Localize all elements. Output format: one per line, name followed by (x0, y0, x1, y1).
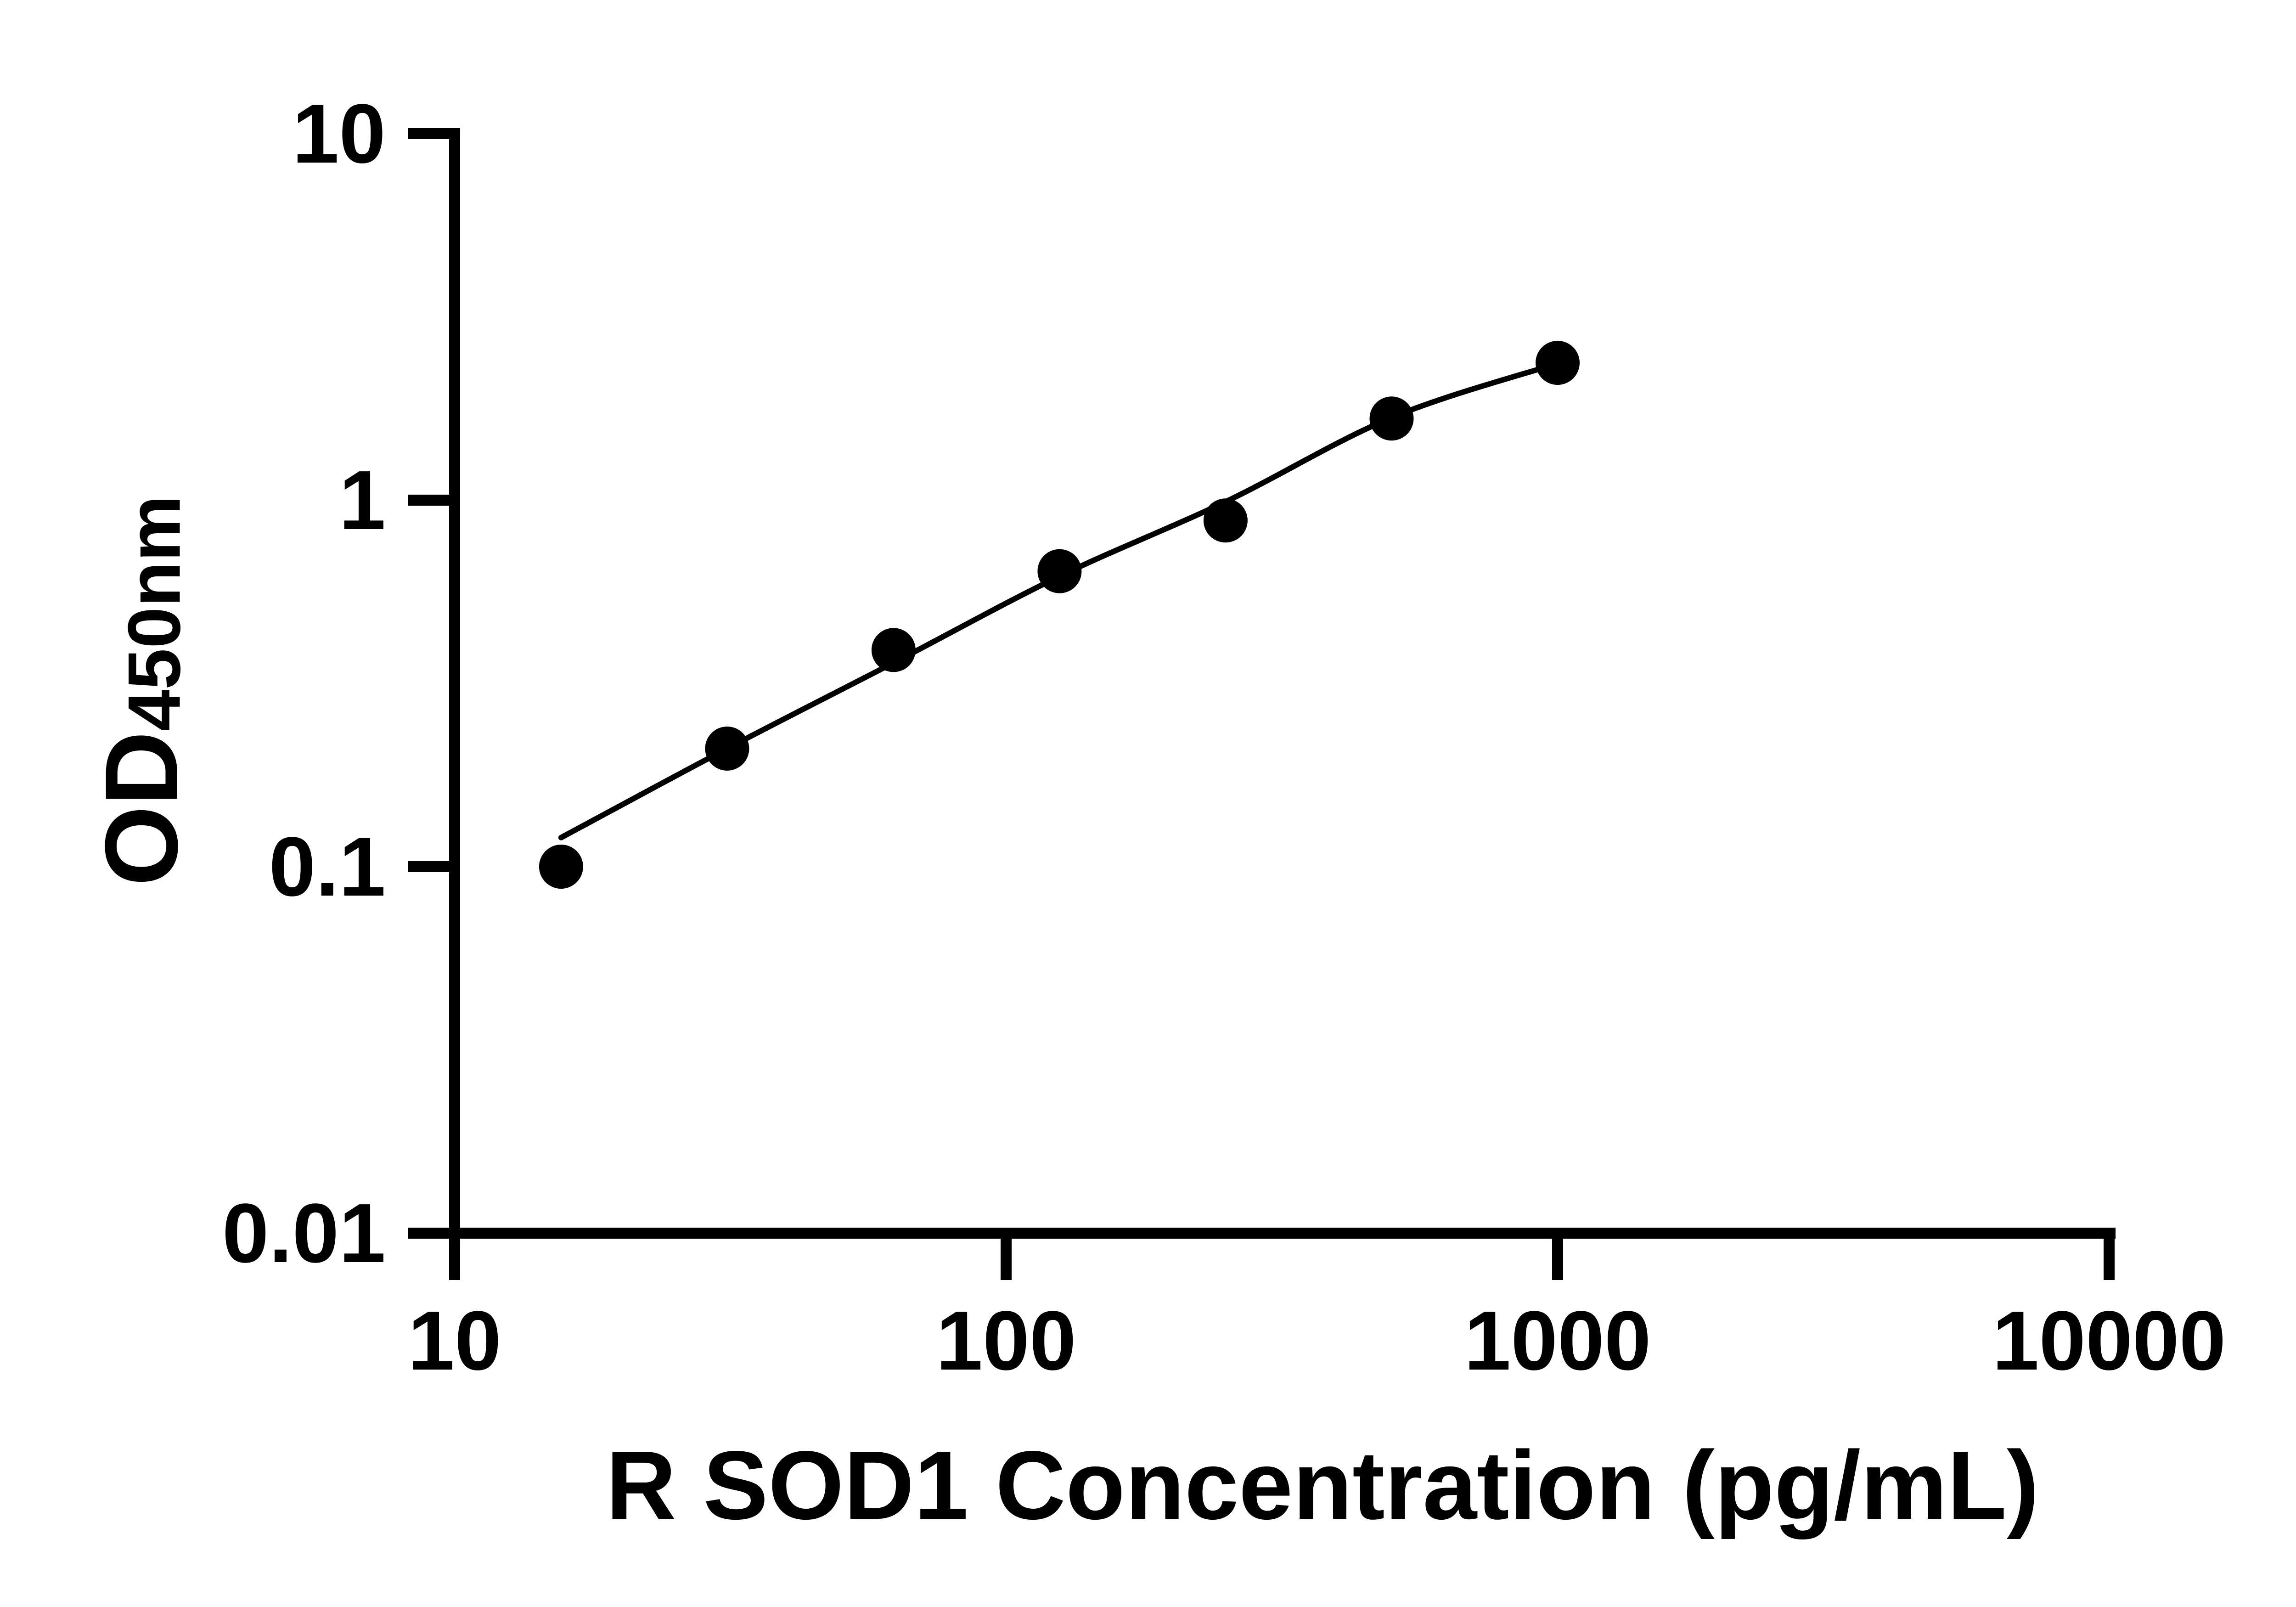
y-tick-label: 0.01 (222, 1186, 386, 1280)
data-point (871, 628, 916, 672)
data-point (1536, 341, 1580, 385)
y-tick-label: 0.1 (269, 819, 386, 913)
data-point (1369, 396, 1414, 441)
data-point (1203, 498, 1248, 543)
y-axis-title: OD450nm (84, 495, 199, 886)
y-tick-label: 10 (292, 86, 386, 180)
x-axis-title: R SOD1 Concentration (pg/mL) (606, 1431, 2039, 1539)
x-tick-label: 1000 (1464, 1293, 1651, 1387)
data-point (1037, 549, 1082, 593)
y-axis-title-subscript: 450nm (113, 495, 196, 731)
data-point (705, 726, 749, 771)
x-tick-label: 10 (408, 1293, 501, 1387)
fit-curve-line (558, 361, 1560, 840)
x-tick-label: 10000 (1992, 1293, 2226, 1387)
y-axis-title-main: OD (83, 731, 199, 886)
data-point (539, 845, 583, 889)
y-tick-label: 1 (339, 453, 386, 547)
x-tick-label: 100 (936, 1293, 1076, 1387)
